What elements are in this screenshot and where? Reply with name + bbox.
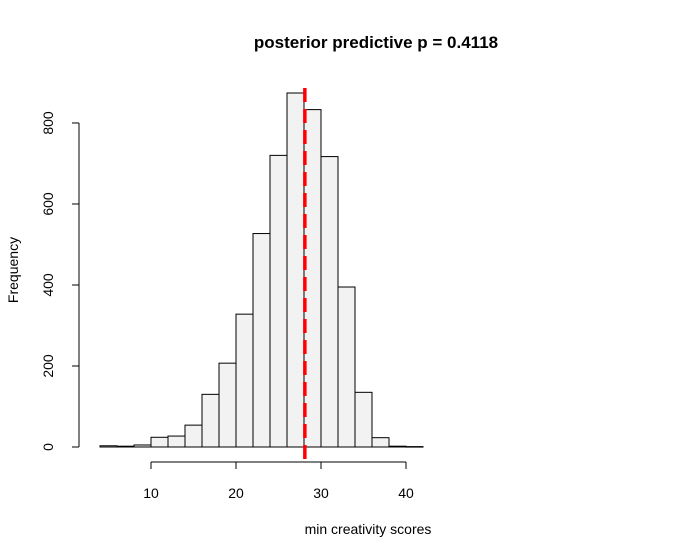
histogram-bar	[116, 445, 135, 448]
histogram-bar	[150, 436, 169, 448]
histogram-bar	[133, 444, 152, 448]
y-tick-label: 400	[40, 273, 56, 297]
y-tick-label: 600	[40, 192, 56, 216]
y-tick-label: 800	[40, 111, 56, 135]
histogram-bar	[405, 446, 424, 448]
y-axis: 0 200 400 600 800	[40, 111, 80, 451]
x-axis-label: min creativity scores	[305, 521, 432, 537]
histogram-bars	[99, 92, 424, 448]
histogram-bar	[337, 286, 356, 448]
histogram-bar	[235, 313, 254, 448]
x-tick-label: 20	[228, 485, 244, 501]
histogram-bar	[320, 156, 339, 448]
histogram-bar	[99, 445, 118, 448]
histogram-bar	[167, 435, 186, 448]
histogram-bar	[269, 154, 288, 448]
chart-title: posterior predictive p = 0.4118	[254, 33, 498, 52]
histogram-bar	[354, 391, 373, 448]
histogram-bar	[286, 92, 305, 448]
y-axis-label: Frequency	[5, 237, 21, 303]
histogram-bar	[388, 445, 407, 448]
histogram-bar	[218, 362, 237, 448]
histogram-bar	[184, 424, 203, 448]
y-tick-label: 200	[40, 354, 56, 378]
histogram-bar	[201, 393, 220, 448]
histogram-bar	[371, 437, 390, 448]
histogram-bar	[252, 233, 271, 448]
x-axis: 10 20 30 40	[143, 461, 414, 501]
x-tick-label: 40	[398, 485, 414, 501]
x-tick-label: 30	[313, 485, 329, 501]
y-tick-label: 0	[40, 443, 56, 451]
x-tick-label: 10	[143, 485, 159, 501]
